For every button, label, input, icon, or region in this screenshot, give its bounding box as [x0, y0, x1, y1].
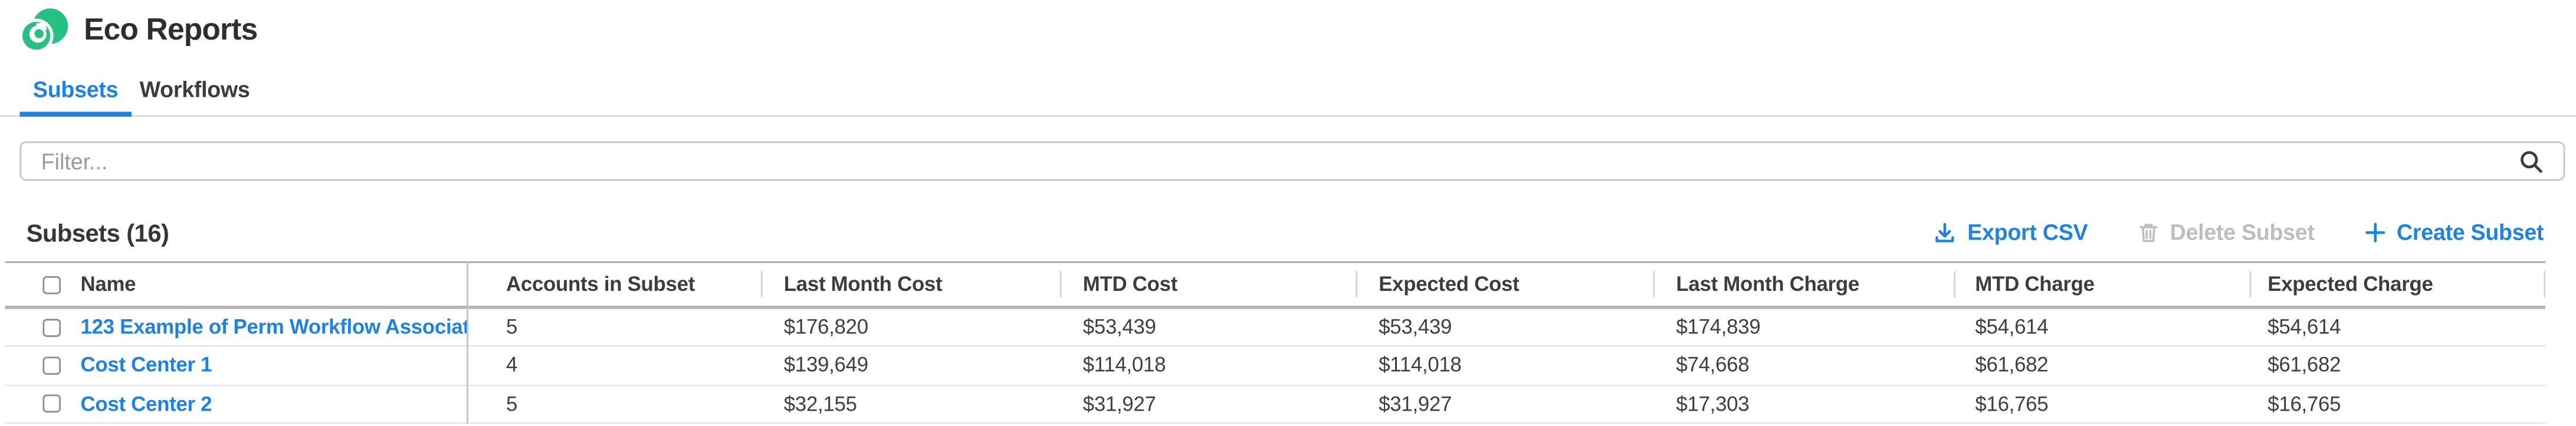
cell-mtd-charge: $54,614: [1975, 316, 2049, 339]
filter-input[interactable]: [19, 141, 2565, 181]
table-row: Cost Center 2 5 $32,155 $31,927 $31,927 …: [5, 385, 2546, 424]
cell-mtd-cost: $53,439: [1082, 316, 1156, 339]
tab-bar: Subsets Workflows: [0, 63, 2576, 117]
app-header: Eco Reports: [19, 5, 258, 54]
delete-subset-label: Delete Subset: [2170, 219, 2315, 244]
cell-expected-cost: $53,439: [1379, 316, 1452, 339]
page-title: Eco Reports: [84, 11, 258, 46]
export-csv-button[interactable]: Export CSV: [1935, 219, 2088, 244]
cell-name: Cost Center 2: [5, 386, 467, 422]
cell-expected-cost: $31,927: [1379, 392, 1452, 416]
cell-expected-charge: $54,614: [2267, 316, 2341, 339]
cell-expected-charge: $16,765: [2267, 392, 2341, 416]
cell-last-month-charge: $174,839: [1676, 316, 1761, 339]
row-checkbox[interactable]: [42, 356, 61, 375]
cell-last-month-cost: $176,820: [783, 316, 868, 339]
subset-name-link[interactable]: Cost Center 2: [80, 392, 212, 416]
header-last-month-cost: Last Month Cost: [760, 263, 1060, 306]
tab-subsets-label: Subsets: [32, 76, 119, 101]
tab-subsets[interactable]: Subsets: [19, 63, 132, 117]
subset-name-link[interactable]: Cost Center 1: [80, 354, 212, 378]
cell-name: Cost Center 1: [5, 348, 467, 384]
table-header-row: Name Accounts in Subset Last Month Cost …: [5, 261, 2546, 309]
select-all-checkbox[interactable]: [42, 275, 61, 294]
table-row: 123 Example of Perm Workflow Association…: [5, 309, 2546, 348]
row-checkbox[interactable]: [42, 395, 61, 413]
cell-expected-cost: $114,018: [1379, 354, 1462, 378]
header-mtd-cost: MTD Cost: [1059, 263, 1356, 306]
trash-icon: [2139, 223, 2157, 241]
cell-mtd-charge: $61,682: [1975, 354, 2049, 378]
cell-last-month-cost: $32,155: [783, 392, 857, 416]
subset-name-link[interactable]: 123 Example of Perm Workflow Association: [80, 316, 467, 339]
create-subset-label: Create Subset: [2396, 219, 2544, 244]
create-subset-button[interactable]: Create Subset: [2364, 219, 2544, 244]
header-expected-charge: Expected Charge: [2249, 263, 2546, 306]
cell-accounts: 5: [506, 316, 518, 339]
header-last-month-charge: Last Month Charge: [1653, 263, 1954, 306]
cell-last-month-cost: $139,649: [783, 354, 868, 378]
cell-expected-charge: $61,682: [2267, 354, 2341, 378]
cell-last-month-charge: $17,303: [1676, 392, 1750, 416]
column-divider: [467, 261, 468, 424]
filter-bar: [19, 141, 2565, 181]
cell-mtd-charge: $16,765: [1975, 392, 2049, 416]
search-icon: [2521, 150, 2542, 172]
export-csv-label: Export CSV: [1967, 219, 2088, 244]
cell-accounts: 5: [506, 392, 518, 416]
row-checkbox[interactable]: [42, 318, 61, 337]
plus-icon: [2364, 222, 2384, 242]
tab-workflows[interactable]: Workflows: [132, 63, 258, 115]
tab-workflows-label: Workflows: [139, 76, 250, 101]
cell-mtd-cost: $114,018: [1082, 354, 1166, 378]
eco-logo-icon: [19, 7, 68, 52]
cell-accounts: 4: [506, 354, 518, 378]
table-row: Cost Center 1 4 $139,649 $114,018 $114,0…: [5, 347, 2546, 386]
subsets-table: Name Accounts in Subset Last Month Cost …: [5, 261, 2546, 424]
header-mtd-charge: MTD Charge: [1954, 263, 2249, 306]
cell-last-month-charge: $74,668: [1676, 354, 1750, 378]
table-actions: Export CSV Delete Subset Create Subset: [1935, 214, 2544, 250]
cell-name: 123 Example of Perm Workflow Association: [5, 309, 467, 346]
download-icon: [1935, 222, 1955, 242]
header-expected-cost: Expected Cost: [1356, 263, 1653, 306]
header-accounts-in-subset: Accounts in Subset: [467, 263, 761, 306]
cell-mtd-cost: $31,927: [1082, 392, 1156, 416]
header-name: Name: [5, 263, 467, 306]
delete-subset-button[interactable]: Delete Subset: [2137, 219, 2315, 244]
section-heading: Subsets (16): [26, 220, 169, 248]
